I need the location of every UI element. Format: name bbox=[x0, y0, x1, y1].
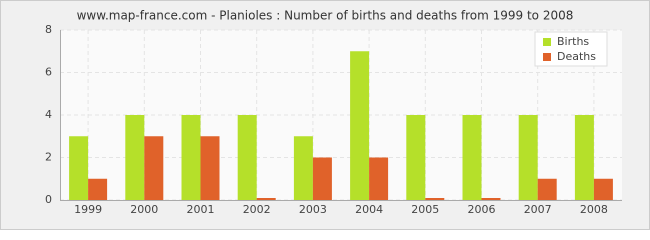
bar bbox=[88, 178, 108, 200]
x-tick-label: 2006 bbox=[468, 203, 496, 216]
bar bbox=[200, 136, 220, 200]
bar bbox=[312, 157, 332, 200]
y-tick-label: 8 bbox=[45, 23, 52, 36]
bar bbox=[144, 136, 164, 200]
bar bbox=[518, 115, 538, 200]
bar bbox=[574, 115, 594, 200]
bar bbox=[293, 136, 313, 200]
bar bbox=[69, 136, 89, 200]
bar bbox=[593, 178, 613, 200]
x-tick-label: 2004 bbox=[355, 203, 383, 216]
bar bbox=[350, 51, 370, 200]
x-tick-label: 2005 bbox=[411, 203, 439, 216]
bar bbox=[481, 198, 501, 200]
legend-label: Births bbox=[557, 35, 589, 48]
bar bbox=[406, 115, 426, 200]
legend-swatch bbox=[543, 38, 551, 46]
x-tick-label: 2007 bbox=[524, 203, 552, 216]
bar bbox=[237, 115, 257, 200]
x-tick-label: 1999 bbox=[74, 203, 102, 216]
x-tick-label: 2008 bbox=[580, 203, 608, 216]
bar bbox=[537, 178, 557, 200]
legend-label: Deaths bbox=[557, 50, 596, 63]
bar bbox=[425, 198, 445, 200]
y-tick-label: 0 bbox=[45, 193, 52, 206]
y-tick-label: 2 bbox=[45, 151, 52, 164]
bar bbox=[369, 157, 389, 200]
bar bbox=[462, 115, 482, 200]
y-tick-label: 6 bbox=[45, 66, 52, 79]
bar bbox=[125, 115, 145, 200]
legend-swatch bbox=[543, 53, 551, 61]
chart: www.map-france.com - Planioles : Number … bbox=[0, 0, 650, 230]
x-tick-label: 2001 bbox=[187, 203, 215, 216]
x-tick-label: 2003 bbox=[299, 203, 327, 216]
y-tick-label: 4 bbox=[45, 108, 52, 121]
bar bbox=[181, 115, 201, 200]
x-tick-label: 2002 bbox=[243, 203, 271, 216]
chart-title: www.map-france.com - Planioles : Number … bbox=[77, 9, 574, 23]
bar bbox=[256, 198, 276, 200]
x-tick-label: 2000 bbox=[130, 203, 158, 216]
